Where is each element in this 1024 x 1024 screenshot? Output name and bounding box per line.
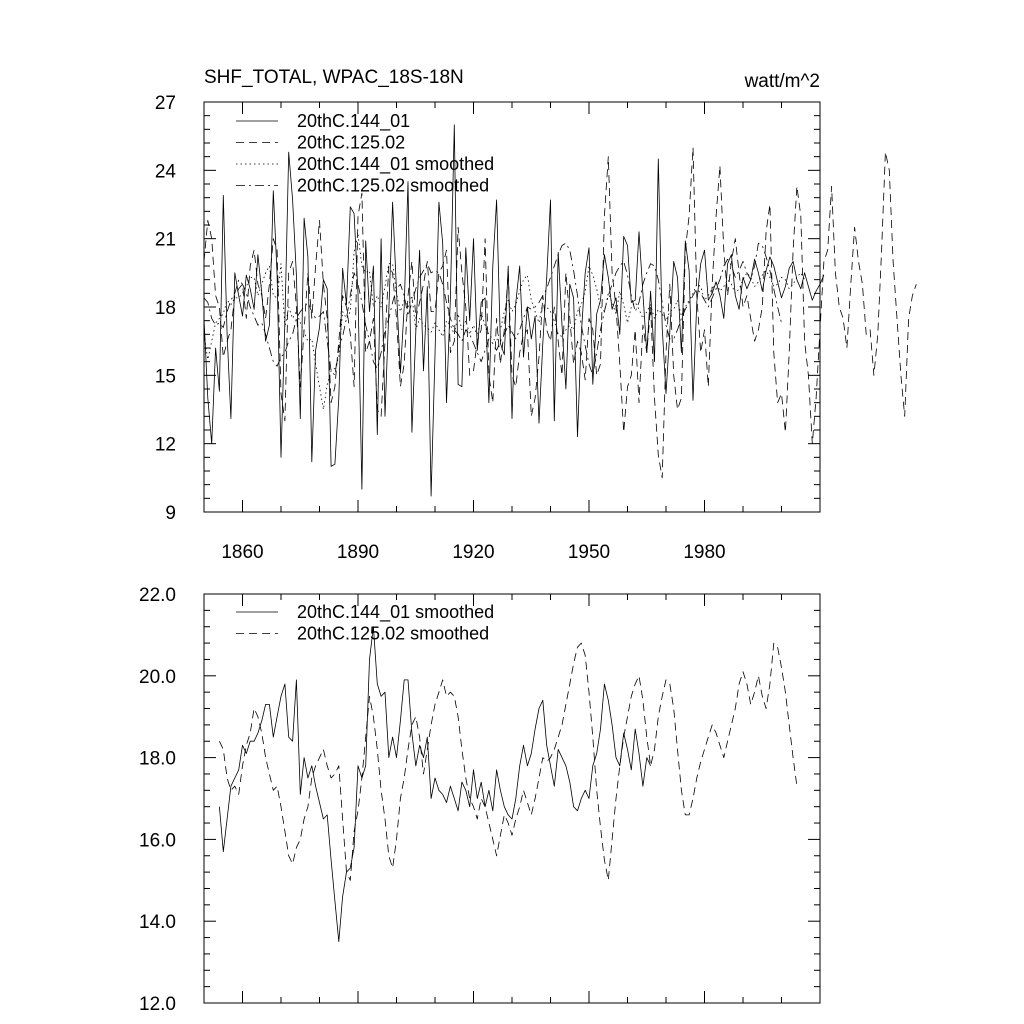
legend-label: 20thC.144_01 smoothed (297, 602, 494, 623)
y-tick-label: 16.0 (139, 830, 176, 851)
y-tick-label: 15 (155, 366, 176, 387)
series-line-20thc-125-02 (203, 147, 917, 479)
series-line-20thc-125-02-smoothed (219, 642, 798, 881)
x-tick-label: 1950 (568, 542, 610, 563)
bottom-panel: 12.0 14.0 16.0 18.0 20.0 22.0 20thC.144_01 smo… (139, 585, 821, 1015)
x-tick-label: 1920 (452, 542, 494, 563)
legend-label: 20thC.125.02 smoothed (297, 176, 489, 196)
y-tick-label: 20.0 (139, 667, 176, 688)
series-line-20thc-144-01-smoothed (219, 626, 651, 942)
legend-label: 20thC.144_01 (297, 111, 410, 132)
y-tick-label: 21 (155, 230, 176, 251)
series-line-20thc-144-01 (203, 124, 825, 497)
series-line-20thc-144-01-smoothed (203, 233, 805, 410)
y-tick-label: 9 (165, 503, 176, 524)
y-tick-label: 18 (155, 298, 176, 319)
top-panel: 1860 1890 1920 1950 1980 9 12 15 18 21 24 27 20thC.1… (155, 93, 917, 563)
chart-title: SHF_TOTAL, WPAC_18S-18N (204, 67, 464, 88)
y-tick-label: 18.0 (139, 749, 176, 770)
x-tick-label: 1980 (683, 542, 725, 563)
y-tick-label: 27 (155, 93, 176, 114)
y-tick-label: 24 (155, 161, 177, 182)
y-tick-label: 12 (155, 435, 176, 456)
y-tick-label: 12.0 (139, 994, 176, 1015)
plot-frame (203, 593, 821, 1004)
legend-label: 20thC.125.02 (297, 133, 405, 153)
x-tick-label: 1860 (221, 542, 263, 563)
y-tick-label: 14.0 (139, 912, 176, 933)
units-label: watt/m^2 (744, 71, 820, 92)
legend-label: 20thC.144_01 smoothed (297, 154, 494, 175)
legend-label: 20thC.125.02 smoothed (297, 624, 489, 644)
series-line-20thc-125-02-smoothed (203, 242, 782, 376)
y-tick-label: 22.0 (139, 585, 176, 606)
x-tick-label: 1890 (337, 542, 379, 563)
